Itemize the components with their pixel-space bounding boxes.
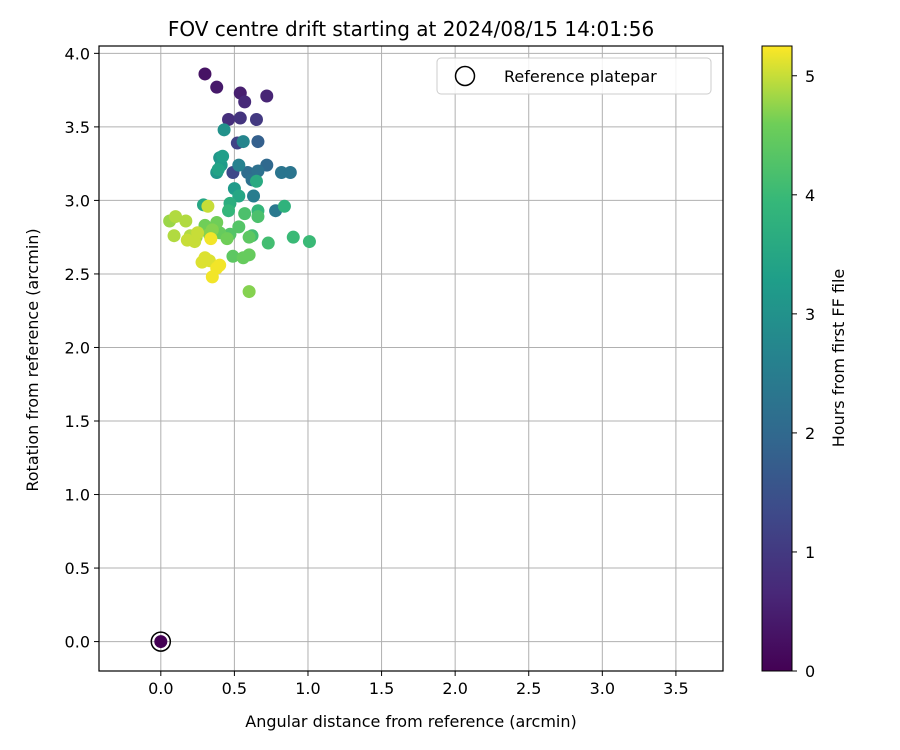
chart-title: FOV centre drift starting at 2024/08/15 … [168,17,654,41]
y-tick-label: 3.5 [65,118,90,137]
legend-label: Reference platepar [504,67,657,86]
x-tick-label: 0.0 [148,679,173,698]
x-axis-label: Angular distance from reference (arcmin) [245,712,576,731]
data-point [302,235,316,249]
x-tick-label: 1.0 [295,679,320,698]
data-point [249,174,263,188]
data-point [242,285,256,299]
data-point [232,220,246,234]
data-point [242,248,256,262]
data-point [217,123,231,137]
data-point [213,258,227,272]
colorbar-tick-label: 2 [805,424,815,443]
data-point [238,207,252,221]
x-tick-label: 2.0 [442,679,467,698]
data-point [251,135,265,149]
data-point [222,204,236,218]
data-point [232,158,246,172]
data-point [210,80,224,94]
data-point [205,270,219,284]
legend-box [436,57,712,95]
y-tick-label: 2.0 [65,338,90,357]
y-ticks: 0.0 0.5 1.0 1.5 2.0 2.5 3.0 3.5 4.0 [65,44,99,652]
data-point [198,251,212,265]
y-tick-label: 0.5 [65,559,90,578]
y-tick-label: 1.5 [65,412,90,431]
data-point [191,226,205,240]
data-point [283,165,297,179]
colorbar-label: Hours from first FF file [829,269,848,448]
y-axis-label: Rotation from reference (arcmin) [23,228,42,491]
data-point [277,199,291,213]
y-tick-label: 4.0 [65,44,90,63]
data-point [204,232,218,246]
colorbar: 0 1 2 3 4 5 Hours from first FF file [761,45,848,681]
x-ticks: 0.0 0.5 1.0 1.5 2.0 2.5 3.0 3.5 [148,671,689,698]
data-point [226,249,240,263]
data-point [238,95,252,109]
y-tick-label: 2.5 [65,265,90,284]
x-tick-label: 0.5 [222,679,247,698]
data-point [251,210,265,224]
data-point [249,113,263,127]
colorbar-tick-label: 3 [805,305,815,324]
data-point [216,149,230,163]
data-point [261,236,275,250]
data-point [260,89,274,103]
colorbar-tick-label: 1 [805,543,815,562]
reference-marker-layer [150,631,172,652]
legend-marker [454,65,476,87]
legend: Reference platepar [436,57,712,95]
colorbar-tick-label: 5 [805,67,815,86]
data-point [198,67,212,81]
colorbar-ticks: 0 1 2 3 4 5 [792,67,815,681]
data-point [222,113,236,127]
data-point [232,189,246,203]
data-point [233,111,247,125]
data-point [220,232,234,246]
colorbar-gradient [761,45,793,672]
data-point [247,189,261,203]
y-tick-label: 3.0 [65,191,90,210]
data-point [211,163,225,177]
y-tick-label: 1.0 [65,486,90,505]
data-point [167,229,181,243]
axes-frame [98,45,724,672]
data-point [179,214,193,228]
y-tick-label: 0.0 [65,633,90,652]
data-point [251,164,265,178]
data-point [286,230,300,244]
x-tick-label: 2.5 [516,679,541,698]
colorbar-tick-label: 0 [805,662,815,681]
grid [99,46,723,671]
data-point [180,233,194,247]
data-point [169,210,183,224]
x-tick-label: 1.5 [369,679,394,698]
x-tick-label: 3.0 [590,679,615,698]
data-points [163,67,316,299]
reference-point [154,635,168,649]
data-point [242,230,256,244]
data-point [201,199,215,213]
x-tick-label: 3.5 [663,679,688,698]
colorbar-tick-label: 4 [805,186,815,205]
reference-platepar-marker [150,631,172,652]
data-point [236,135,250,149]
